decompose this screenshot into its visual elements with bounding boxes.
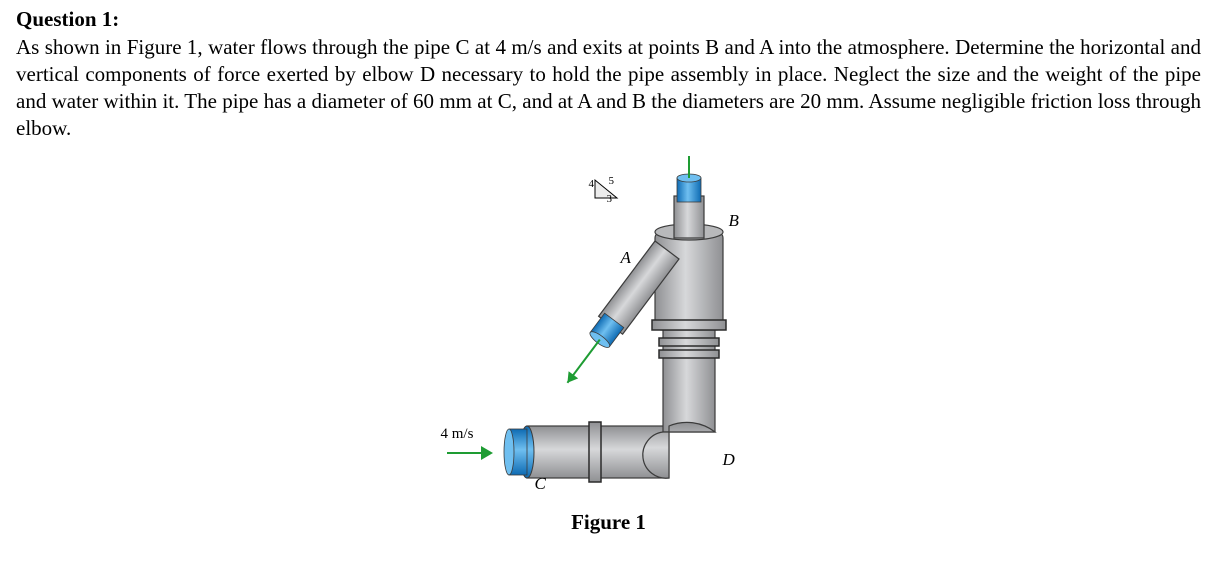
- label-c: C: [535, 474, 546, 494]
- figure-caption: Figure 1: [571, 510, 646, 535]
- triangle-4: 4: [589, 178, 595, 190]
- question-title: Question 1:: [16, 6, 1201, 32]
- triangle-3: 3: [607, 193, 613, 205]
- label-a: A: [621, 248, 631, 268]
- label-b: B: [729, 211, 739, 231]
- inlet-speed-label: 4 m/s: [441, 426, 474, 443]
- page: Question 1: As shown in Figure 1, water …: [0, 0, 1217, 573]
- question-body: As shown in Figure 1, water flows throug…: [16, 34, 1201, 142]
- label-d: D: [723, 450, 735, 470]
- figure-wrap: 4 m/s A B C D 4 5 3 Figure 1: [16, 156, 1201, 535]
- triangle-5: 5: [609, 175, 615, 187]
- figure: 4 m/s A B C D 4 5 3: [429, 156, 789, 506]
